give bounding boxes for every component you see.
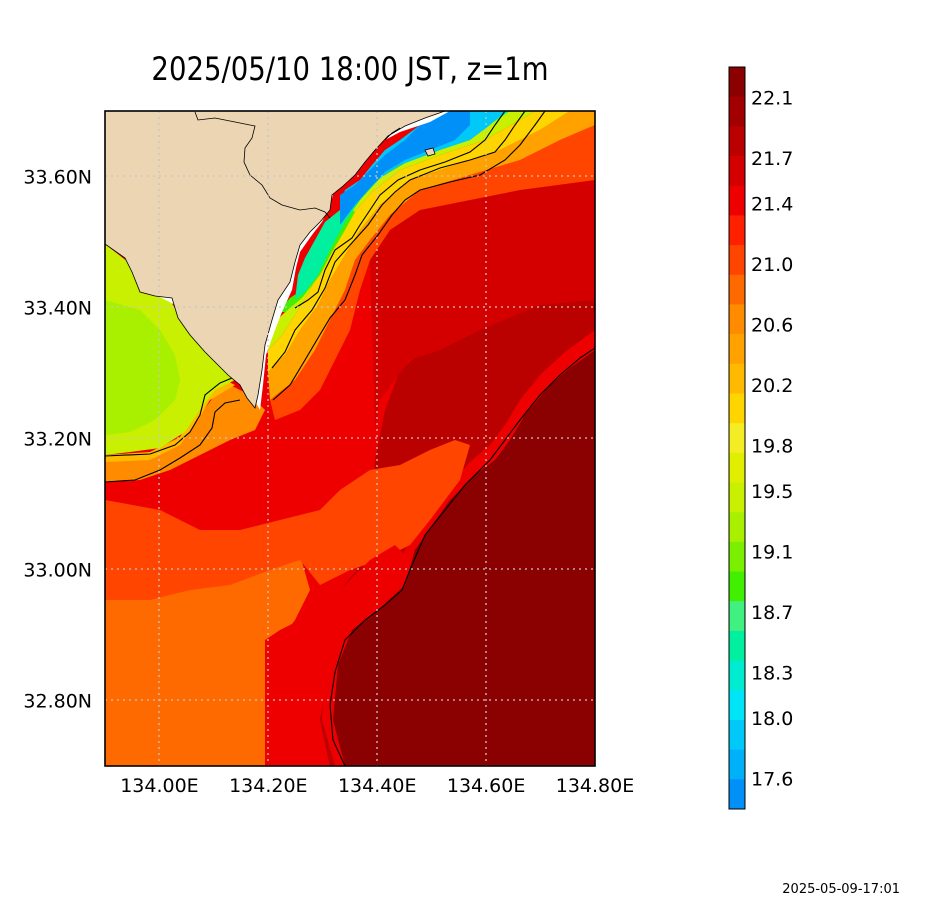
- colorbar-label: 18.0: [751, 708, 793, 730]
- land-shikoku: [105, 111, 446, 409]
- sst-zone-red-band: [265, 545, 410, 766]
- colorbar-label: 20.2: [751, 375, 793, 397]
- y-tick-label: 33.40N: [23, 298, 92, 320]
- colorbar-segment: [729, 719, 745, 751]
- x-tick-label: 134.80E: [556, 775, 635, 797]
- sst-zone-east-orange: [270, 125, 595, 420]
- map-title: 2025/05/10 18:00 JST, z=1m: [151, 50, 549, 88]
- contour-line: [105, 399, 241, 483]
- colorbar-segment: [729, 690, 745, 721]
- contour-line: [294, 111, 506, 309]
- colorbar-label: 17.6: [751, 769, 793, 791]
- colorbar: [729, 67, 745, 810]
- sst-zone-east-cyan: [340, 111, 505, 205]
- colorbar-segment: [729, 423, 745, 454]
- colorbar-segment: [729, 334, 745, 365]
- colorbar-label: 21.7: [751, 148, 793, 170]
- y-tick-label: 32.80N: [23, 691, 92, 713]
- x-tick-label: 134.20E: [229, 775, 308, 797]
- colorbar-segment: [729, 274, 745, 305]
- colorbar-segment: [729, 67, 745, 98]
- colorbar-segment: [729, 512, 745, 543]
- colorbar-label: 18.7: [751, 602, 793, 624]
- colorbar-label: 21.0: [751, 254, 793, 276]
- map-gridlines: [105, 111, 595, 766]
- sst-zone-east-blue: [340, 111, 470, 225]
- contour-line: [271, 111, 526, 369]
- colorbar-segment: [729, 185, 745, 216]
- colorbar-segment: [729, 363, 745, 394]
- colorbar-segment: [729, 96, 745, 127]
- contour-line: [272, 111, 546, 401]
- colorbar-segment: [729, 601, 745, 632]
- colorbar-frame: [728, 66, 746, 810]
- colorbar-segment: [729, 393, 745, 424]
- x-tick-label: 134.40E: [338, 775, 417, 797]
- y-tick-label: 33.20N: [23, 429, 92, 451]
- x-tick-label: 134.00E: [120, 775, 199, 797]
- sst-zone-shelf-amber: [105, 380, 235, 462]
- colorbar-segment: [729, 779, 745, 810]
- sst-zone-shelf-green: [105, 300, 180, 435]
- sst-zone-east-amber: [268, 111, 595, 400]
- colorbar-segment: [729, 156, 745, 187]
- coast-edge-ne: [384, 127, 401, 141]
- colorbar-segment: [729, 126, 745, 157]
- x-tick-label: 134.60E: [447, 775, 526, 797]
- colorbar-segment: [729, 215, 745, 246]
- colorbar-label: 21.4: [751, 193, 793, 215]
- colorbar-label: 19.1: [751, 542, 793, 564]
- island-speck: [424, 147, 436, 157]
- colorbar-segment: [729, 304, 745, 335]
- sst-zone-warm-mid: [370, 180, 595, 430]
- colorbar-label: 22.1: [751, 87, 793, 109]
- colorbar-label: 20.6: [751, 314, 793, 336]
- colorbar-segment: [729, 482, 745, 513]
- colorbar-label: 19.8: [751, 436, 793, 458]
- sst-zone-orange-sw: [105, 555, 310, 766]
- y-tick-label: 33.60N: [23, 167, 92, 189]
- run-timestamp: 2025-05-09-17:01: [782, 882, 900, 897]
- colorbar-segment: [729, 749, 745, 780]
- contour-line: [329, 347, 595, 766]
- colorbar-segment: [729, 245, 745, 276]
- colorbar-segment: [729, 571, 745, 602]
- sst-zone-warmest: [333, 350, 595, 766]
- colorbar-segment: [729, 541, 745, 573]
- colorbar-segment: [729, 630, 745, 662]
- colorbar-segment: [729, 452, 745, 484]
- contour-line: [105, 377, 233, 457]
- y-tick-label: 33.00N: [23, 560, 92, 582]
- colorbar-label: 19.5: [751, 481, 793, 503]
- land-boundary: [194, 111, 331, 219]
- colorbar-segment: [729, 660, 745, 691]
- colorbar-label: 18.3: [751, 663, 793, 685]
- sst-zone-very-warm: [305, 290, 595, 766]
- sst-zone-east-yellow: [268, 111, 570, 372]
- plot-frame: [104, 110, 596, 767]
